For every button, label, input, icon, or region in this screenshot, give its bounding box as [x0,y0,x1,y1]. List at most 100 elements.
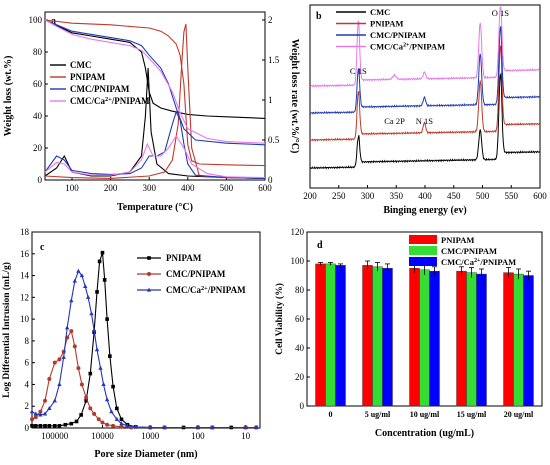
marker-circle [30,417,34,422]
bar-CMC/Ca2+/PNIPAM [523,275,534,407]
x-tick-label: 500 [476,191,490,201]
legend-label: CMC/Ca2+/PNIPAM [441,257,516,267]
bar-CMC/PNIPAM [466,272,477,407]
marker-square [52,424,57,428]
y-tick-label: 120 [291,227,305,237]
marker-square [147,256,151,260]
x-tick-label: 10 [241,431,251,441]
marker-triangle [148,425,153,430]
legend-label: PNIPAM [370,19,403,29]
marker-triangle [42,411,48,416]
marker-triangle [79,273,85,278]
marker-triangle [83,284,88,289]
peak-annotation: N 1S [416,116,434,126]
x-axis-label: Binging energy (ev) [383,205,466,216]
marker-triangle [114,416,120,421]
marker-triangle [29,409,35,414]
y-tick-label-right: 1 [268,95,273,105]
marker-triangle [195,425,201,430]
y-axis-label: Cell Viability (%) [274,283,285,355]
legend-label: PNIPAM [166,253,202,263]
peak-annotation: Ca 2P [384,116,405,126]
legend-label: PNIPAM [70,72,106,82]
x-tick-label: 450 [447,191,461,201]
marker-circle [147,272,151,276]
bar-PNIPAM [362,265,373,407]
marker-square [69,421,74,426]
marker-square [30,424,34,428]
x-tick-label: 5 ug/ml [365,410,391,419]
marker-circle [119,424,124,429]
bar-CMC/Ca2+/PNIPAM [335,265,346,407]
marker-triangle [69,298,74,303]
x-tick-label: 400 [181,183,195,193]
peak-annotation: O 1S [492,8,510,18]
panel-d: d 0 20 40 60 80 100 120 Cell Viability (%) Concen… [274,227,543,439]
marker-square [119,417,124,422]
xps-line-CMC [309,72,541,170]
marker-circle [52,360,57,365]
marker-triangle [243,425,248,430]
x-axis-label: Concentration (ug/mL) [375,428,474,439]
x-tick-label: 20 ug/ml [504,410,534,419]
marker-square [43,424,47,428]
marker-square [97,259,102,264]
marker-square [95,290,99,294]
y-axis-label: Log Differential Intrusion (mL/g) [1,262,12,398]
tg-line-CMC/PNIPAM [44,19,266,146]
x-axis-label: Temperature (°C) [117,202,193,213]
x-tick-label: 0 [329,410,333,419]
legend-label: CMC/Ca2+/PNIPAM [70,96,150,107]
y-tick-label: 40 [295,343,305,353]
y-tick-label: 80 [295,285,305,295]
x-tick-label: 350 [390,191,404,201]
panel-label: d [317,240,323,251]
marker-circle [92,411,97,416]
marker-square [79,413,83,417]
marker-triangle [119,421,124,426]
y-tick-label-left: 40 [33,111,43,121]
x-tick-label: 550 [505,191,519,201]
marker-square [57,424,62,428]
marker-triangle [101,382,106,387]
y-tick-label-left: 80 [33,47,43,57]
x-tick-label: 200 [303,191,317,201]
marker-triangle [94,347,100,352]
marker-square [102,278,107,282]
legend-swatch [409,235,437,244]
marker-circle [84,395,89,400]
y-tick-label: 4 [25,379,30,389]
marker-square [115,406,119,411]
marker-triangle [85,294,91,299]
plot-frame [31,231,261,429]
marker-circle [43,398,48,403]
marker-triangle [91,327,97,332]
panel-b: b 200 250 300 350 400 450 500 550 600 Binging ener… [303,4,547,216]
marker-circle [76,366,81,371]
y-tick-label: 16 [20,249,30,259]
legend-swatch [409,257,437,266]
marker-square [63,422,68,427]
y-tick-label-right: 0.5 [268,135,280,145]
marker-square [88,371,93,376]
y-tick-label-right: 0 [268,175,273,185]
marker-square [47,424,52,428]
marker-triangle [210,425,215,430]
bar-PNIPAM [315,263,326,407]
marker-circle [79,382,84,387]
marker-triangle [33,411,38,416]
x-tick-label: 600 [533,191,547,201]
marker-square [111,384,115,389]
bar-CMC/PNIPAM [372,266,383,407]
x-tick-label: 100000 [41,431,69,441]
x-tick-label: 100 [65,183,79,193]
y-tick-label: 20 [295,372,305,382]
y-tick-label: 0 [300,401,305,411]
series-line-CMC/Ca2+/PNIPAM [31,270,257,429]
x-tick-label: 600 [258,183,272,193]
x-tick-label: 10000 [91,431,114,441]
xps-line-CMC/PNIPAM [309,26,541,115]
x-tick-label: 15 ug/ml [457,410,487,419]
